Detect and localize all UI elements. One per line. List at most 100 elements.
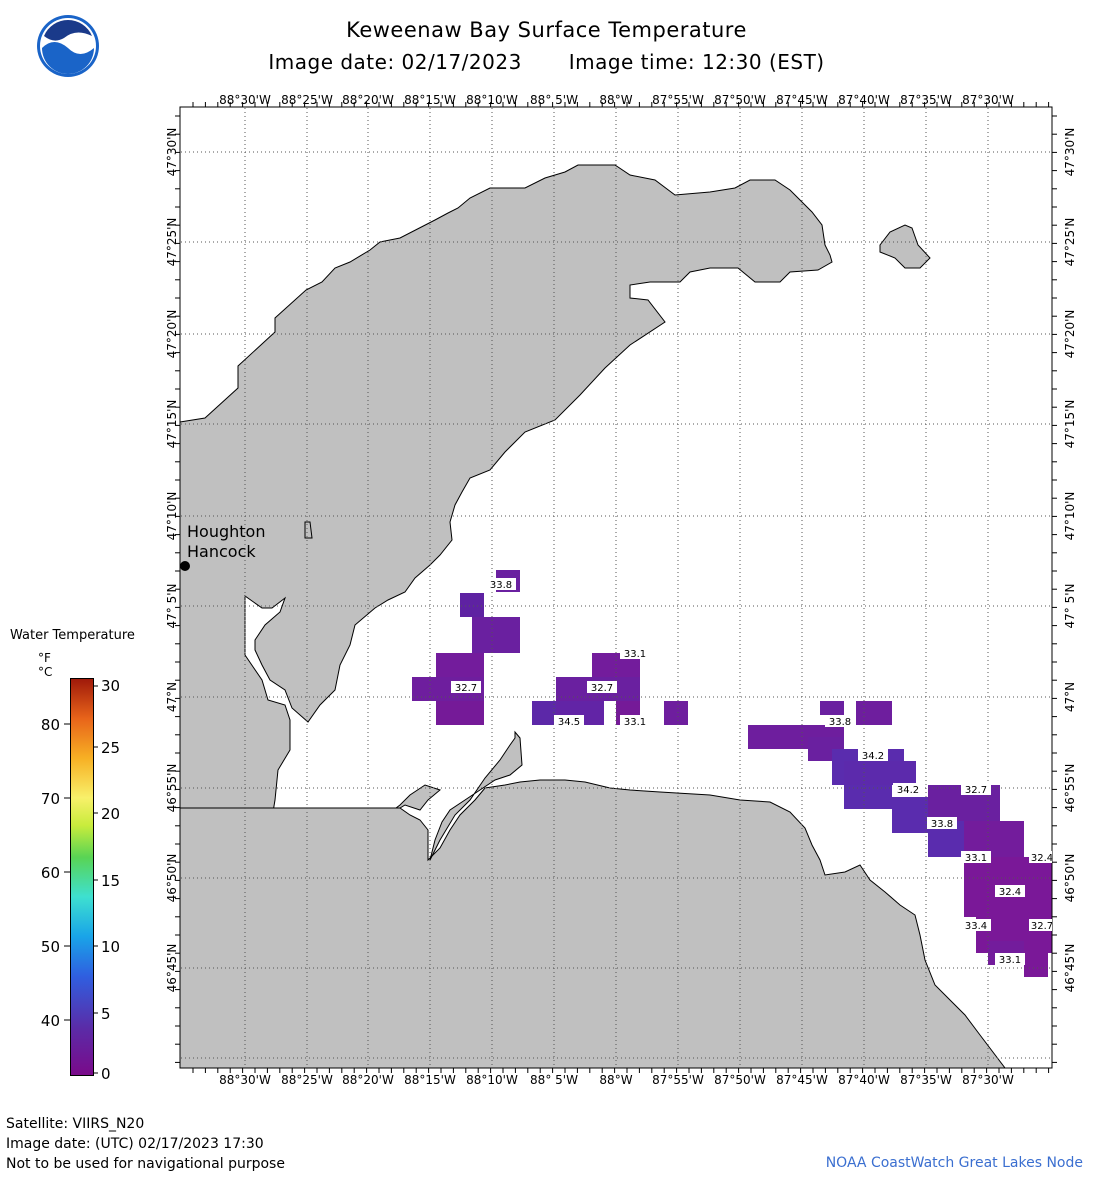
lon-label: 87°35'W: [900, 1073, 952, 1087]
image-time: Image time: 12:30 (EST): [568, 50, 825, 74]
f-tick-label: 80: [41, 716, 60, 734]
temperature-labels: 33.8 32.7 33.1 32.7 34.5 33.1 33.8 34.2 …: [451, 578, 1053, 966]
southern-shore: [179, 779, 1007, 1069]
frame-ticks: [175, 102, 1057, 1073]
lat-label: 47°10'N: [165, 492, 179, 541]
svg-text:32.7: 32.7: [1031, 921, 1053, 932]
temp-label: 32.4: [1029, 851, 1053, 864]
lat-label: 46°50'N: [165, 854, 179, 903]
lon-label: 87°35'W: [900, 93, 952, 107]
temp-label: 34.2: [893, 783, 923, 796]
svg-text:33.1: 33.1: [965, 853, 987, 864]
temp-label: 33.8: [825, 715, 855, 728]
c-tick-label: 25: [101, 739, 120, 757]
temp-label: 32.7: [961, 783, 991, 796]
c-tick-label: 30: [101, 677, 120, 695]
portage-island: [304, 521, 313, 539]
svg-text:32.7: 32.7: [965, 785, 987, 796]
lon-label: 87°30'W: [962, 93, 1014, 107]
manitou-island: [879, 224, 931, 269]
lon-label: 87°50'W: [714, 1073, 766, 1087]
lat-label: 47°15'N: [1063, 400, 1077, 449]
lon-label: 88°W: [599, 1073, 632, 1087]
lat-label: 47° 5'N: [165, 584, 179, 629]
temp-label: 33.8: [927, 817, 957, 830]
disclaimer: Not to be used for navigational purpose: [6, 1156, 285, 1172]
lon-label: 88°10'W: [466, 1073, 518, 1087]
svg-text:33.1: 33.1: [624, 717, 646, 728]
lon-label: 87°30'W: [962, 1073, 1014, 1087]
svg-text:33.4: 33.4: [965, 921, 987, 932]
place-label-houghton: Houghton: [187, 522, 265, 541]
lon-label: 87°55'W: [652, 1073, 704, 1087]
lon-label: 87°40'W: [838, 93, 890, 107]
temp-label: 33.1: [620, 715, 650, 728]
lat-label: 47°N: [165, 682, 179, 712]
temp-label: 33.1: [995, 953, 1025, 966]
credit-label: NOAA CoastWatch Great Lakes Node: [825, 1155, 1083, 1171]
lon-label: 88°25'W: [281, 93, 333, 107]
image-date: Image date: 02/17/2023: [268, 50, 522, 74]
lat-label: 47°15'N: [165, 400, 179, 449]
svg-text:34.5: 34.5: [558, 717, 580, 728]
city-marker-icon: [180, 561, 190, 571]
lon-label: 88°15'W: [404, 93, 456, 107]
lat-labels-left: 47°30'N 47°25'N 47°20'N 47°15'N 47°10'N …: [165, 128, 179, 993]
c-tick-label: 20: [101, 805, 120, 823]
noaa-logo-icon: [37, 15, 99, 77]
c-tick-label: 5: [101, 1005, 111, 1023]
lon-label: 88°25'W: [281, 1073, 333, 1087]
svg-text:34.2: 34.2: [862, 751, 884, 762]
c-tick-label: 10: [101, 938, 120, 956]
lon-labels-top: 88°30'W 88°25'W 88°20'W 88°15'W 88°10'W …: [219, 93, 1014, 107]
lat-label: 47°10'N: [1063, 492, 1077, 541]
lon-label: 88°15'W: [404, 1073, 456, 1087]
lat-label: 47°25'N: [1063, 218, 1077, 267]
lat-label: 46°55'N: [165, 764, 179, 813]
temp-label: 33.1: [961, 851, 991, 864]
lat-label: 46°50'N: [1063, 854, 1077, 903]
svg-text:33.1: 33.1: [999, 955, 1021, 966]
f-tick-label: 40: [41, 1012, 60, 1030]
lat-label: 46°45'N: [165, 944, 179, 993]
place-label-hancock: Hancock: [187, 542, 256, 561]
temperature-colorbar: [70, 678, 94, 1076]
lat-label: 47°25'N: [165, 218, 179, 267]
map-subtitle: Image date: 02/17/2023 Image time: 12:30…: [0, 50, 1093, 74]
lat-label: 47°N: [1063, 682, 1077, 712]
lat-label: 47°20'N: [165, 310, 179, 359]
lon-label: 87°45'W: [776, 1073, 828, 1087]
map-frame: [179, 106, 1053, 1069]
f-tick-label: 70: [41, 790, 60, 808]
temp-label: 32.7: [1029, 919, 1053, 932]
land-masses: [179, 164, 1007, 1069]
lat-label: 46°55'N: [1063, 764, 1077, 813]
lon-label: 87°50'W: [714, 93, 766, 107]
svg-text:33.8: 33.8: [490, 580, 512, 591]
temp-label: 33.1: [620, 647, 650, 660]
lat-labels-right: 47°30'N 47°25'N 47°20'N 47°15'N 47°10'N …: [1063, 128, 1077, 993]
temp-label: 33.4: [961, 919, 991, 932]
point-abbaye: [429, 730, 523, 861]
lon-label: 88°10'W: [466, 93, 518, 107]
lat-label: 47°20'N: [1063, 310, 1077, 359]
temp-label: 33.8: [486, 578, 516, 591]
lon-label: 88° 5'W: [530, 1073, 578, 1087]
temp-label: 32.7: [587, 681, 617, 694]
satellite-info: Satellite: VIIRS_N20: [6, 1116, 145, 1132]
lat-label: 47° 5'N: [1063, 584, 1077, 629]
c-tick-label: 0: [101, 1065, 111, 1083]
lon-label: 88°30'W: [219, 1073, 271, 1087]
lon-label: 88°20'W: [342, 1073, 394, 1087]
svg-text:34.2: 34.2: [897, 785, 919, 796]
legend-units: °F°C: [38, 651, 128, 679]
temp-label: 34.5: [554, 715, 584, 728]
lon-label: 87°40'W: [838, 1073, 890, 1087]
f-tick-label: 60: [41, 864, 60, 882]
f-tick-label: 50: [41, 938, 60, 956]
lon-label: 88°20'W: [342, 93, 394, 107]
lon-label: 88° 5'W: [530, 93, 578, 107]
colorbar-c-labels: 30 25 20 15 10 5 0: [101, 677, 120, 1083]
lon-label: 88°30'W: [219, 93, 271, 107]
map-title: Keweenaw Bay Surface Temperature: [346, 18, 747, 42]
